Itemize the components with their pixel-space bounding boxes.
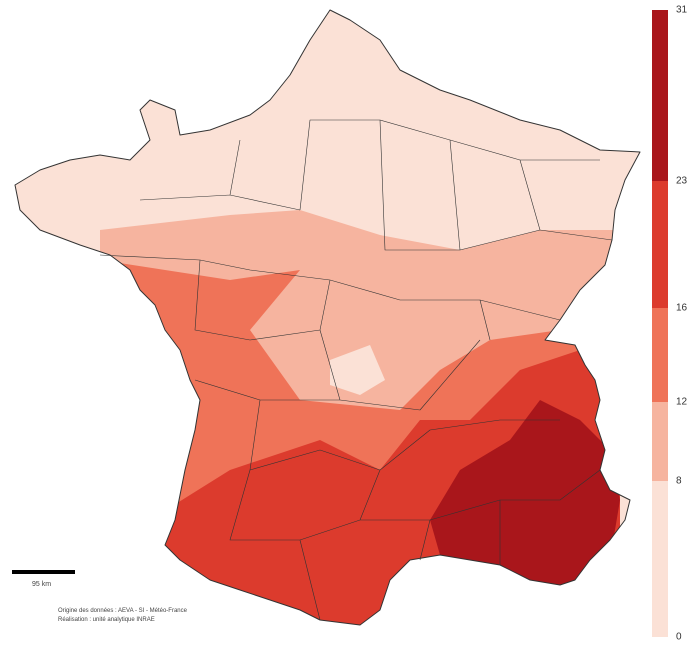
legend-tick-label: 0 (676, 632, 682, 643)
zone (330, 345, 385, 395)
scale-label: 95 km (32, 581, 51, 588)
legend: 0 8 12 16 23 31 (652, 5, 688, 643)
source-line: Origine des données : AEVA - SI - Météo-… (58, 608, 188, 614)
legend-class (652, 181, 668, 308)
source-line: Réalisation : unité analytique INRAE (58, 617, 155, 623)
legend-class (652, 308, 668, 402)
zone (430, 400, 620, 590)
legend-class (652, 402, 668, 481)
department-borders (99, 119, 613, 621)
legend-tick-label: 8 (676, 476, 682, 487)
map-zones (15, 10, 640, 625)
legend-tick-label: 12 (676, 397, 688, 408)
legend-class (652, 481, 668, 637)
legend-class (652, 10, 668, 181)
legend-tick-label: 23 (676, 176, 688, 187)
legend-tick-label: 31 (676, 5, 688, 16)
legend-tick-label: 16 (676, 303, 688, 314)
departments (14, 9, 641, 626)
